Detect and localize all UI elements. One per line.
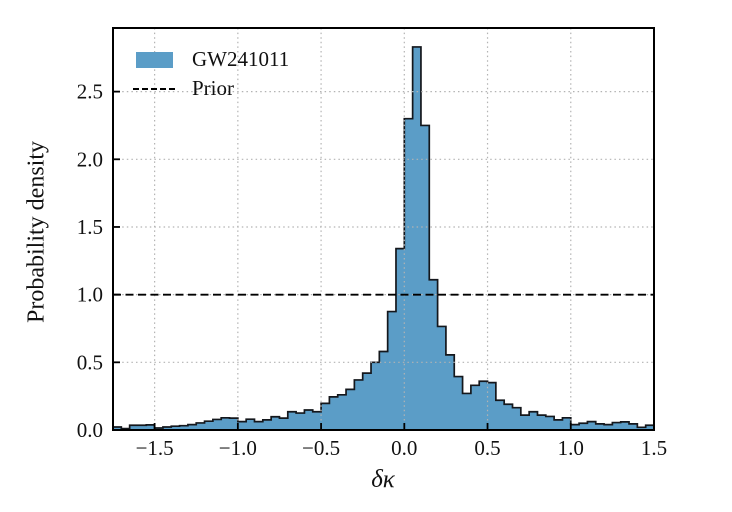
x-tick-label: 1.0	[558, 436, 584, 460]
y-tick-label: 0.5	[77, 350, 103, 374]
x-axis-label: δκ	[371, 466, 395, 494]
y-axis-label: Probability density	[23, 141, 50, 323]
x-tick-label: 0.5	[474, 436, 500, 460]
x-tick-label: 1.5	[641, 436, 667, 460]
legend-label-gw241011: GW241011	[192, 47, 290, 71]
legend-dash-container	[133, 87, 175, 90]
y-tick-label: 2.5	[77, 80, 103, 104]
legend-label-prior: Prior	[192, 76, 234, 100]
y-tick-label: 0.0	[77, 418, 103, 442]
legend-item-prior: Prior	[133, 74, 289, 103]
histogram-series	[112, 46, 655, 431]
legend-item-gw241011: GW241011	[133, 45, 289, 74]
x-tick-label: −1.0	[219, 436, 257, 460]
histogram-swatch-icon	[135, 51, 173, 68]
axes-box	[112, 27, 655, 431]
legend: GW241011 Prior	[133, 45, 289, 103]
x-axis-label-text: δκ	[371, 466, 395, 493]
y-tick-label: 1.5	[77, 215, 103, 239]
legend-swatch-container	[133, 51, 175, 68]
x-tick-label: −0.5	[302, 436, 340, 460]
y-tick-label: 2.0	[77, 147, 103, 171]
x-tick-label: −1.5	[136, 436, 174, 460]
x-tick-label: 0.0	[391, 436, 417, 460]
y-tick-label: 1.0	[77, 283, 103, 307]
dashed-line-icon	[133, 87, 175, 90]
